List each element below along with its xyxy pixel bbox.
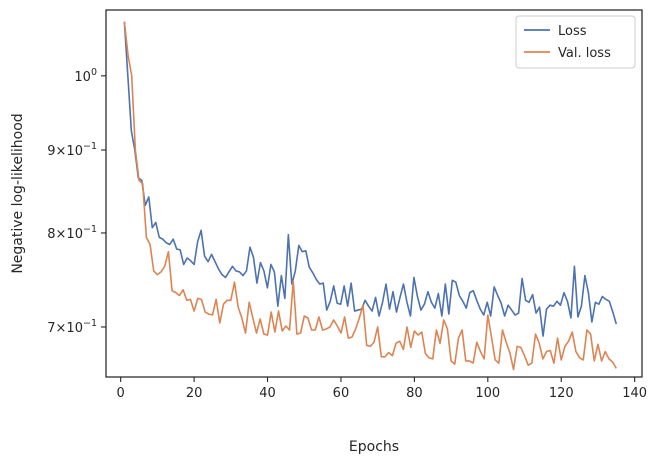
legend: Loss Val. loss (515, 15, 636, 69)
series-loss-line (123, 21, 618, 337)
series-val-loss-line (123, 21, 617, 371)
y-tick-label: 9×10−1 (47, 141, 97, 159)
x-tick-label: 20 (186, 386, 203, 401)
legend-label-loss: Loss (558, 24, 587, 39)
y-tick-label: 100 (74, 67, 97, 85)
x-axis-label: Epochs (349, 439, 399, 455)
y-axis-ticks: 100 9×10−1 8×10−1 7×10−1 (47, 67, 106, 336)
y-tick-label: 7×10−1 (47, 318, 97, 336)
x-tick-label: 100 (475, 386, 500, 401)
x-axis-ticks: 0 20 40 60 80 100 120 140 (117, 377, 647, 401)
series-layer (123, 21, 618, 371)
x-tick-label: 0 (117, 386, 125, 401)
x-tick-label: 120 (549, 386, 574, 401)
x-tick-label: 80 (406, 386, 423, 401)
x-tick-label: 140 (622, 386, 647, 401)
legend-label-val-loss: Val. loss (558, 46, 611, 61)
legend-box (515, 15, 636, 69)
x-tick-label: 40 (259, 386, 276, 401)
y-tick-label: 8×10−1 (47, 224, 97, 242)
plot-frame (105, 9, 643, 378)
x-tick-label: 60 (333, 386, 350, 401)
y-axis-label: Negative log-likelihood (10, 113, 26, 273)
